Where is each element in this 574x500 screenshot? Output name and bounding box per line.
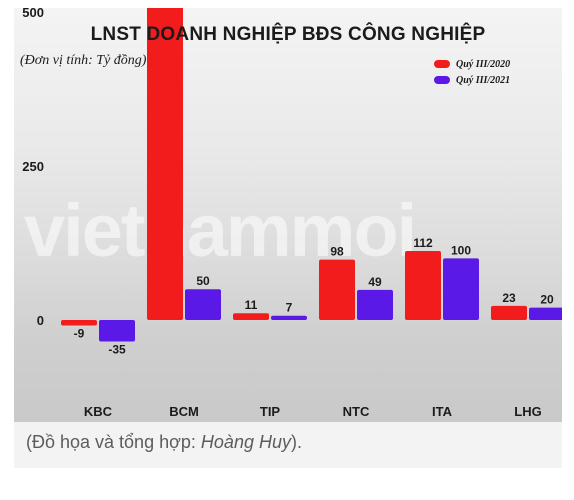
y-tick-label: 500 — [22, 8, 44, 20]
x-tick-label: ITA — [432, 404, 453, 419]
bar-ita-2020 — [405, 251, 441, 320]
legend-item-2021: Quý III/2021 — [434, 72, 510, 88]
data-label: 23 — [502, 291, 516, 305]
caption-prefix: (Đồ họa và tổng hợp: — [26, 432, 201, 452]
bar-ita-2021 — [443, 258, 479, 320]
data-label: 100 — [451, 243, 471, 257]
x-tick-label: KBC — [84, 404, 113, 419]
bar-kbc-2020 — [61, 320, 97, 326]
chart-card: vietnammoi 7505002500-250-9-35KBC63150BC… — [14, 8, 562, 422]
bar-tip-2020 — [233, 313, 269, 320]
bar-ntc-2021 — [357, 289, 393, 320]
legend-swatch-2021 — [434, 76, 450, 84]
caption-suffix: ). — [290, 432, 302, 452]
bar-lhg-2020 — [491, 305, 527, 320]
chart-legend: Quý III/2020 Quý III/2021 — [434, 56, 510, 88]
bar-ntc-2020 — [319, 259, 355, 320]
legend-swatch-2020 — [434, 60, 450, 68]
y-tick-label: 250 — [22, 159, 44, 174]
data-label: -35 — [108, 343, 126, 357]
y-tick-label: 0 — [37, 313, 44, 328]
bar-bcm-2020 — [147, 8, 183, 320]
caption: (Đồ họa và tổng hợp: Hoàng Huy). — [14, 422, 562, 468]
chart-title: LNST DOANH NGHIỆP BĐS CÔNG NGHIỆP — [90, 24, 486, 45]
data-label: 11 — [245, 298, 258, 312]
legend-label-2020: Quý III/2020 — [456, 58, 511, 70]
chart-plot: 7505002500-250-9-35KBC63150BCM117TIP9849… — [22, 8, 562, 419]
bar-kbc-2021 — [99, 320, 135, 342]
unit-note: (Đơn vị tính: Tỷ đồng) — [20, 53, 147, 68]
legend-item-2020: Quý III/2020 — [434, 56, 510, 72]
data-label: 49 — [368, 275, 382, 289]
watermark: vietnammoi — [24, 189, 417, 272]
data-label: -9 — [74, 327, 85, 341]
bar-tip-2021 — [271, 315, 307, 320]
x-tick-label: NTC — [343, 404, 370, 419]
bar-bcm-2021 — [185, 289, 221, 320]
data-label: 50 — [196, 274, 210, 288]
caption-author: Hoàng Huy — [200, 432, 291, 452]
data-label: 20 — [540, 293, 554, 307]
x-tick-label: TIP — [260, 404, 281, 419]
data-label: 112 — [413, 236, 433, 250]
x-tick-label: BCM — [169, 404, 199, 419]
legend-label-2021: Quý III/2021 — [456, 74, 511, 86]
data-label: 98 — [330, 245, 344, 259]
bar-lhg-2021 — [529, 307, 562, 320]
x-tick-label: LHG — [514, 404, 541, 419]
data-label: 7 — [286, 301, 293, 315]
